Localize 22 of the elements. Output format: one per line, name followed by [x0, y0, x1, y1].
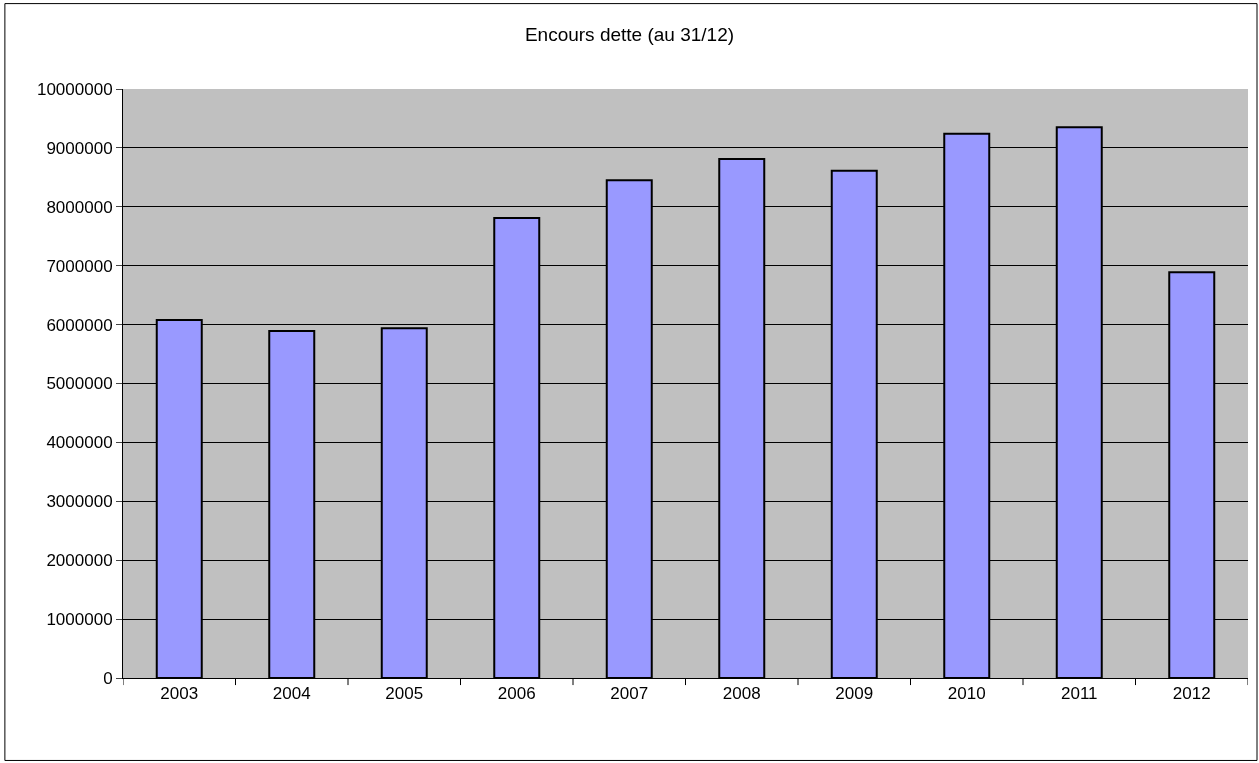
- x-tick-label: 2010: [947, 684, 986, 704]
- y-tick-label: 7000000: [46, 256, 113, 276]
- y-tick-label: 3000000: [46, 492, 113, 512]
- x-tick-label: 2006: [497, 684, 536, 704]
- x-tick-label: 2003: [160, 684, 199, 704]
- y-tick-label: 6000000: [46, 315, 113, 335]
- x-tick-label: 2007: [610, 684, 649, 704]
- x-tick-label: 2012: [1172, 684, 1211, 704]
- y-tick-label: 1000000: [46, 610, 113, 630]
- y-tick-label: 10000000: [36, 79, 113, 99]
- y-tick-label: 0: [103, 668, 113, 688]
- y-tick-label: 5000000: [46, 374, 113, 394]
- x-tick-label: 2008: [722, 684, 761, 704]
- x-tick-label: 2005: [385, 684, 424, 704]
- y-tick-label: 2000000: [46, 551, 113, 571]
- y-tick-label: 9000000: [46, 138, 113, 158]
- y-tick-label: 8000000: [46, 197, 113, 217]
- x-tick-label: 2009: [835, 684, 874, 704]
- chart-title: Encours dette (au 31/12): [524, 23, 735, 45]
- x-tick-label: 2004: [272, 684, 311, 704]
- y-tick-label: 4000000: [46, 433, 113, 453]
- x-tick-label: 2011: [1060, 684, 1098, 704]
